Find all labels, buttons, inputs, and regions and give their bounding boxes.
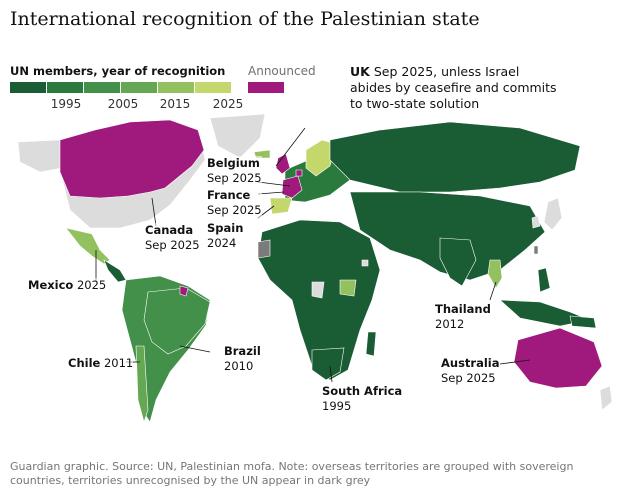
western-sahara <box>257 239 271 259</box>
chart-title: International recognition of the Palesti… <box>10 8 480 30</box>
legend-swatch <box>121 82 157 93</box>
greenland-land <box>209 113 266 159</box>
leader-line <box>489 281 497 301</box>
label-spain: Spain 2024 <box>207 221 244 251</box>
leader-line <box>257 181 291 187</box>
legend-tick: 2005 <box>107 97 139 111</box>
central-america <box>103 259 127 283</box>
central-africa-light <box>339 279 357 297</box>
spain-country <box>269 197 293 215</box>
australia-country <box>513 327 603 389</box>
label-belgium: Belgium Sep 2025 <box>207 156 262 186</box>
papua-new-guinea <box>569 315 597 329</box>
leader-line <box>179 345 211 353</box>
india-country <box>439 237 477 287</box>
label-south-africa: South Africa 1995 <box>322 384 403 414</box>
france-country <box>281 175 303 199</box>
legend-swatch <box>158 82 194 93</box>
legend-swatch <box>195 82 231 93</box>
chile-country <box>135 345 149 424</box>
leader-line <box>499 359 531 365</box>
legend-color-scale <box>10 82 232 93</box>
eritrea <box>361 259 369 267</box>
legend-title: UN members, year of recognition <box>10 64 226 78</box>
uk-name: UK <box>350 64 370 79</box>
french-guiana <box>179 285 189 297</box>
belgium-country <box>295 169 303 177</box>
world-map <box>17 113 613 424</box>
brazil-country <box>143 287 211 355</box>
japan-country <box>543 197 563 231</box>
leader-line <box>275 127 306 167</box>
leader-line <box>257 191 285 195</box>
scandinavia <box>305 139 337 177</box>
legend-ticks: 1995 2005 2015 2025 <box>10 97 250 113</box>
legend-tick: 2015 <box>159 97 191 111</box>
leader-line <box>151 197 157 227</box>
cameroon <box>311 281 325 299</box>
label-canada: Canada Sep 2025 <box>145 223 200 253</box>
mexico-country <box>65 227 111 265</box>
label-australia: Australia Sep 2025 <box>441 356 500 386</box>
label-thailand: Thailand 2012 <box>435 302 491 332</box>
taiwan <box>533 245 539 255</box>
legend-swatch <box>10 82 46 93</box>
footer-note: Guardian graphic. Source: UN, Palestinia… <box>10 460 574 487</box>
south-korea <box>531 215 541 229</box>
thailand-country <box>487 259 503 289</box>
alaska-land <box>17 139 63 173</box>
uk-annotation: UK Sep 2025, unless Israel abides by cea… <box>350 64 560 112</box>
new-zealand <box>599 385 613 411</box>
legend-tick: 1995 <box>50 97 82 111</box>
legend-swatch <box>47 82 83 93</box>
announced-swatch <box>248 82 284 93</box>
south-africa-country <box>311 347 345 381</box>
philippines <box>537 267 551 293</box>
canada-country <box>59 119 205 199</box>
africa-land <box>257 219 381 381</box>
madagascar <box>365 331 377 357</box>
label-mexico: Mexico 2025 <box>28 278 107 293</box>
russia-country <box>329 121 581 193</box>
announced-label: Announced <box>248 64 316 78</box>
label-france: France Sep 2025 <box>207 188 262 218</box>
leader-line <box>329 365 333 383</box>
uk-text: Sep 2025, unless Israel abides by ceasef… <box>350 64 557 111</box>
legend-tick: 2025 <box>212 97 244 111</box>
legend-swatch <box>84 82 120 93</box>
label-brazil: Brazil 2010 <box>224 344 261 374</box>
label-chile: Chile 2011 <box>68 356 134 371</box>
